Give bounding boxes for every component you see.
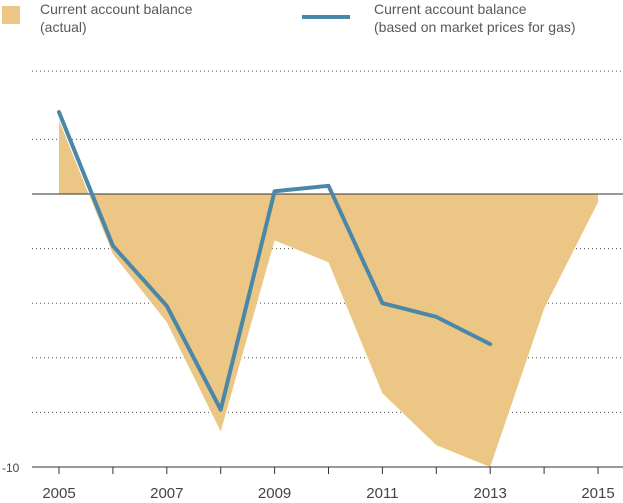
legend-label-actual: Current account balance (actual) — [40, 0, 193, 36]
legend-label-market-line2: (based on market prices for gas) — [374, 19, 576, 35]
x-tick-label: 2013 — [474, 485, 507, 502]
line-series-market — [57, 110, 493, 412]
x-tick-label: 2005 — [42, 485, 75, 502]
legend-label-market-line1: Current account balance — [374, 1, 527, 17]
x-tick-label: 2011 — [366, 485, 398, 502]
legend-swatch-line — [302, 15, 350, 19]
x-tick-label: 2009 — [258, 485, 291, 502]
legend-item-actual: Current account balance (actual) — [0, 0, 300, 40]
legend-item-market: Current account balance (based on market… — [0, 0, 623, 40]
legend-swatch-area — [2, 6, 20, 24]
legend-label-market: Current account balance (based on market… — [374, 0, 576, 36]
y-tick-label: -10 — [2, 461, 20, 475]
x-tick-label: 2015 — [581, 485, 614, 502]
area-series-actual — [59, 120, 598, 467]
legend-label-actual-line1: Current account balance — [40, 1, 193, 17]
legend-label-actual-line2: (actual) — [40, 19, 87, 35]
x-tick-label: 2007 — [150, 485, 183, 502]
